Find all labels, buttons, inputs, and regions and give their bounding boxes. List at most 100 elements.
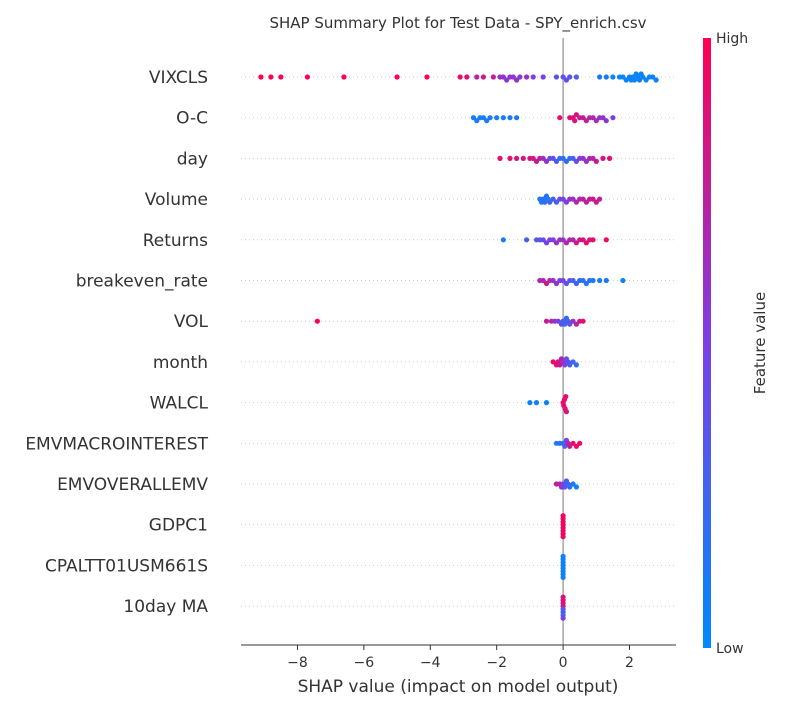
shap-point [583,118,589,124]
shap-point [258,74,264,80]
shap-point [543,318,550,324]
feature-label: EMVMACROINTEREST [25,434,208,454]
feature-label: O-C [176,109,208,129]
shap-point [543,158,550,164]
shap-point [606,155,613,161]
shap-point [580,318,586,324]
shap-point [480,74,487,80]
feature-gridlines [241,76,676,607]
shap-point [553,240,560,246]
shap-point [523,74,530,80]
shap-point [567,74,573,80]
shap-point [580,237,586,243]
shap-point [560,534,566,540]
shap-point [563,280,570,287]
shap-point [550,359,556,365]
shap-point [570,318,576,324]
shap-point [623,77,629,83]
shap-point [560,553,566,560]
shap-point [580,115,586,121]
shap-points [258,71,659,621]
shap-point [553,74,560,80]
shap-point [567,484,573,490]
shap-point [570,359,576,365]
feature-label: day [177,149,208,169]
shap-point [562,484,568,490]
shap-point [314,318,320,324]
shap-point [517,74,523,80]
colorbar [703,38,711,648]
shap-point [640,74,646,80]
shap-point [474,118,480,124]
feature-labels: VIXCLS O-C day Volume Returns breakeven_rate V… [25,68,208,617]
shap-point [530,74,536,80]
x-tick-label: −4 [420,655,441,671]
shap-point [583,199,589,205]
x-axis-ticks: −8 −6 −4 −2 0 2 [287,645,634,671]
shap-point [341,74,347,80]
shap-point [514,77,520,83]
colorbar-title: Feature value [751,292,769,394]
shap-point [603,277,609,284]
shap-point [550,155,556,161]
shap-point [590,196,596,202]
shap-point [540,237,546,243]
shap-point [593,158,599,164]
shap-point [560,196,566,202]
shap-point [560,513,566,519]
shap-point [530,155,536,161]
shap-point [643,77,649,83]
shap-point [557,362,563,368]
shap-point [563,77,570,83]
shap-point [555,318,561,324]
shap-point [593,199,599,205]
shap-point [553,199,560,205]
feature-label: WALCL [150,394,209,414]
x-tick-label: 0 [559,655,568,671]
shap-point [573,321,579,327]
shap-point [577,440,583,446]
shap-point [563,394,569,400]
shap-point [510,74,516,80]
x-tick-label: −2 [486,655,507,671]
feature-label: 10day MA [123,597,208,617]
shap-point [500,115,506,121]
shap-point [533,158,540,164]
shap-point [560,237,566,243]
shap-point [464,74,470,80]
shap-point [570,155,576,161]
feature-label: EMVOVERALLEMV [57,475,208,495]
shap-point [268,74,274,80]
shap-point [424,74,430,80]
colorbar-high-label: High [716,31,748,47]
shap-point [573,280,579,287]
shap-point [527,400,533,406]
shap-point [590,155,596,161]
shap-point [636,77,643,83]
shap-point [484,118,490,124]
shap-point [563,409,570,415]
shap-point [653,77,659,83]
shap-point [562,321,568,327]
shap-point [580,277,586,284]
x-tick-label: 2 [625,655,634,671]
shap-point [540,155,546,161]
shap-point [570,237,576,243]
shap-point [590,237,596,243]
shap-point [304,74,311,80]
shap-point [487,115,493,121]
shap-point [507,115,513,121]
shap-point [560,155,566,161]
shap-point [620,74,626,80]
chart-title: SHAP Summary Plot for Test Data - SPY_en… [269,14,646,33]
shap-point [603,237,609,243]
shap-point [610,115,616,121]
shap-point [523,237,530,243]
shap-point [573,443,579,449]
feature-label: VIXCLS [149,68,208,88]
shap-point [597,277,603,284]
shap-point [583,280,589,287]
shap-point [520,155,526,161]
x-tick-label: −6 [354,655,375,671]
shap-point [394,74,400,80]
